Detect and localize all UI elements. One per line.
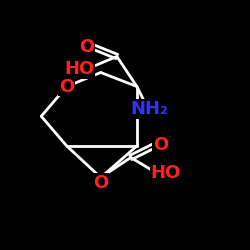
Text: HO: HO [64, 60, 94, 78]
Text: O: O [59, 78, 74, 96]
Text: O: O [79, 38, 94, 56]
Text: NH₂: NH₂ [130, 100, 168, 118]
Text: O: O [93, 174, 108, 192]
Text: HO: HO [150, 164, 181, 182]
Text: O: O [153, 136, 168, 154]
